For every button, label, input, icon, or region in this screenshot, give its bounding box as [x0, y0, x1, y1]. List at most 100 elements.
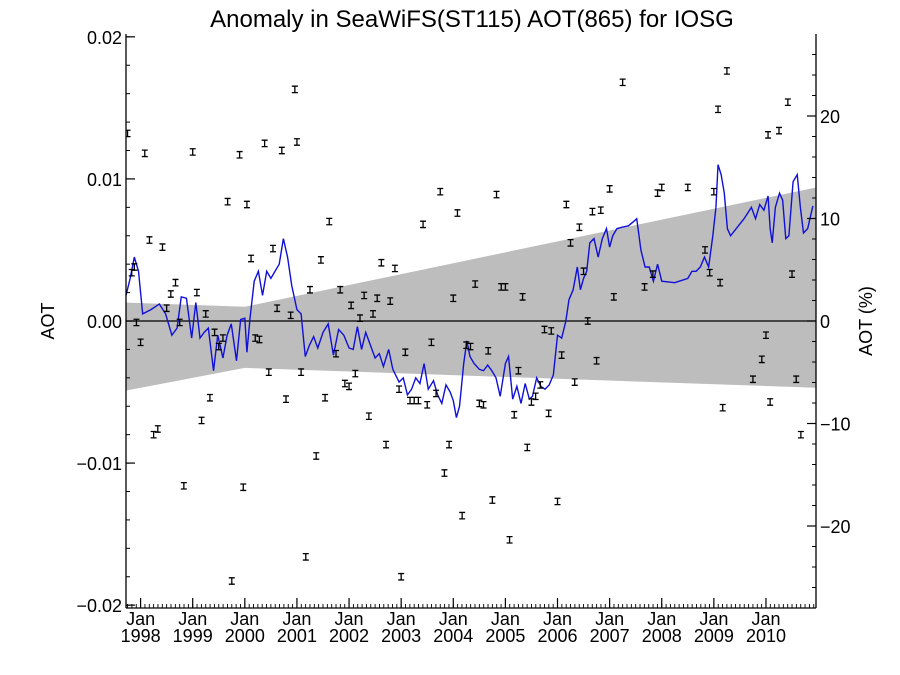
data-point-95 — [537, 381, 544, 389]
y-axis-label: AOT — [38, 302, 58, 339]
data-point-37 — [287, 311, 294, 320]
data-point-97 — [545, 409, 552, 418]
data-point-56 — [370, 310, 377, 318]
data-point-42 — [306, 285, 313, 294]
x-tick-month-9: Jan — [595, 609, 624, 629]
data-point-117 — [684, 183, 691, 192]
x-tick-month-11: Jan — [699, 609, 728, 629]
y2-tick-label-3: −10 — [820, 415, 851, 435]
data-point-114 — [649, 270, 656, 278]
data-point-23 — [224, 197, 231, 206]
y-tick-label-2: 0.00 — [87, 312, 122, 332]
data-point-27 — [243, 200, 250, 209]
x-tick-year-9: 2007 — [590, 626, 630, 646]
data-point-74 — [446, 440, 453, 449]
data-point-46 — [326, 217, 333, 226]
data-point-75 — [450, 294, 457, 303]
x-tick-year-5: 2003 — [381, 626, 421, 646]
y2-tick-label-4: −20 — [820, 517, 851, 537]
data-point-26 — [240, 483, 247, 492]
data-point-89 — [511, 410, 518, 419]
x-tick-month-6: Jan — [439, 609, 468, 629]
data-point-108 — [593, 356, 600, 365]
data-point-94 — [532, 392, 539, 401]
x-tick-month-4: Jan — [335, 609, 364, 629]
data-point-40 — [298, 368, 305, 376]
data-point-25 — [236, 150, 243, 159]
data-point-96 — [541, 325, 548, 334]
data-point-50 — [346, 382, 353, 391]
data-point-69 — [424, 400, 431, 409]
data-point-98 — [548, 327, 555, 335]
data-point-116 — [658, 183, 665, 192]
x-tick-year-12: 2010 — [746, 626, 786, 646]
data-point-15 — [189, 148, 196, 156]
data-point-81 — [476, 399, 483, 408]
data-point-34 — [274, 304, 281, 313]
data-point-134 — [797, 430, 804, 439]
data-point-4 — [137, 338, 144, 347]
data-point-32 — [265, 368, 272, 376]
data-point-66 — [411, 396, 418, 405]
data-point-79 — [467, 342, 474, 351]
data-point-51 — [348, 301, 355, 310]
data-point-106 — [584, 317, 591, 325]
data-point-61 — [391, 264, 398, 273]
x-tick-year-3: 2001 — [277, 626, 317, 646]
y-tick-label-0: 0.02 — [87, 28, 122, 48]
data-point-72 — [437, 187, 444, 196]
data-point-17 — [198, 416, 205, 425]
data-point-123 — [719, 403, 726, 412]
x-tick-month-5: Jan — [387, 609, 416, 629]
data-point-54 — [361, 291, 368, 300]
data-point-71 — [433, 389, 440, 398]
data-point-70 — [428, 338, 435, 347]
y2-tick-label-0: 20 — [820, 107, 840, 127]
data-point-132 — [789, 270, 796, 278]
data-point-93 — [528, 398, 535, 406]
data-point-63 — [398, 572, 405, 581]
data-point-58 — [378, 258, 385, 267]
data-point-77 — [459, 511, 466, 520]
data-point-127 — [762, 331, 769, 340]
data-point-82 — [480, 400, 487, 409]
data-point-88 — [506, 535, 513, 544]
data-point-65 — [407, 396, 414, 405]
y-tick-label-4: −0.02 — [76, 596, 122, 616]
x-tick-month-0: Jan — [126, 609, 155, 629]
data-point-119 — [706, 268, 713, 277]
data-point-120 — [710, 187, 717, 196]
data-point-113 — [641, 283, 648, 291]
data-point-128 — [765, 131, 772, 139]
data-point-87 — [502, 283, 509, 291]
data-point-20 — [211, 328, 218, 337]
data-point-28 — [248, 254, 255, 263]
x-tick-month-10: Jan — [647, 609, 676, 629]
data-point-60 — [387, 297, 394, 305]
trend-band — [126, 187, 816, 391]
x-tick-month-12: Jan — [751, 609, 780, 629]
data-point-14 — [180, 481, 187, 490]
x-tick-month-2: Jan — [230, 609, 259, 629]
x-tick-year-1: 1999 — [173, 626, 213, 646]
y-tick-label-3: −0.01 — [76, 454, 122, 474]
data-point-103 — [571, 378, 578, 386]
data-point-73 — [441, 469, 448, 477]
data-point-43 — [313, 452, 320, 460]
axes: 0.020.010.00−0.01−0.0220100−10−20Jan1998… — [76, 28, 850, 646]
data-point-31 — [261, 139, 268, 148]
data-point-100 — [558, 351, 565, 359]
data-point-59 — [383, 440, 390, 449]
x-tick-month-7: Jan — [491, 609, 520, 629]
data-point-110 — [606, 185, 613, 193]
data-point-48 — [337, 285, 344, 294]
data-point-55 — [365, 412, 372, 421]
data-point-109 — [597, 206, 604, 215]
data-point-129 — [767, 398, 774, 406]
data-point-130 — [775, 126, 782, 135]
data-point-126 — [758, 355, 765, 364]
x-tick-year-7: 2005 — [485, 626, 525, 646]
data-point-41 — [302, 553, 309, 561]
plot-area — [126, 67, 816, 585]
data-point-76 — [454, 209, 461, 217]
